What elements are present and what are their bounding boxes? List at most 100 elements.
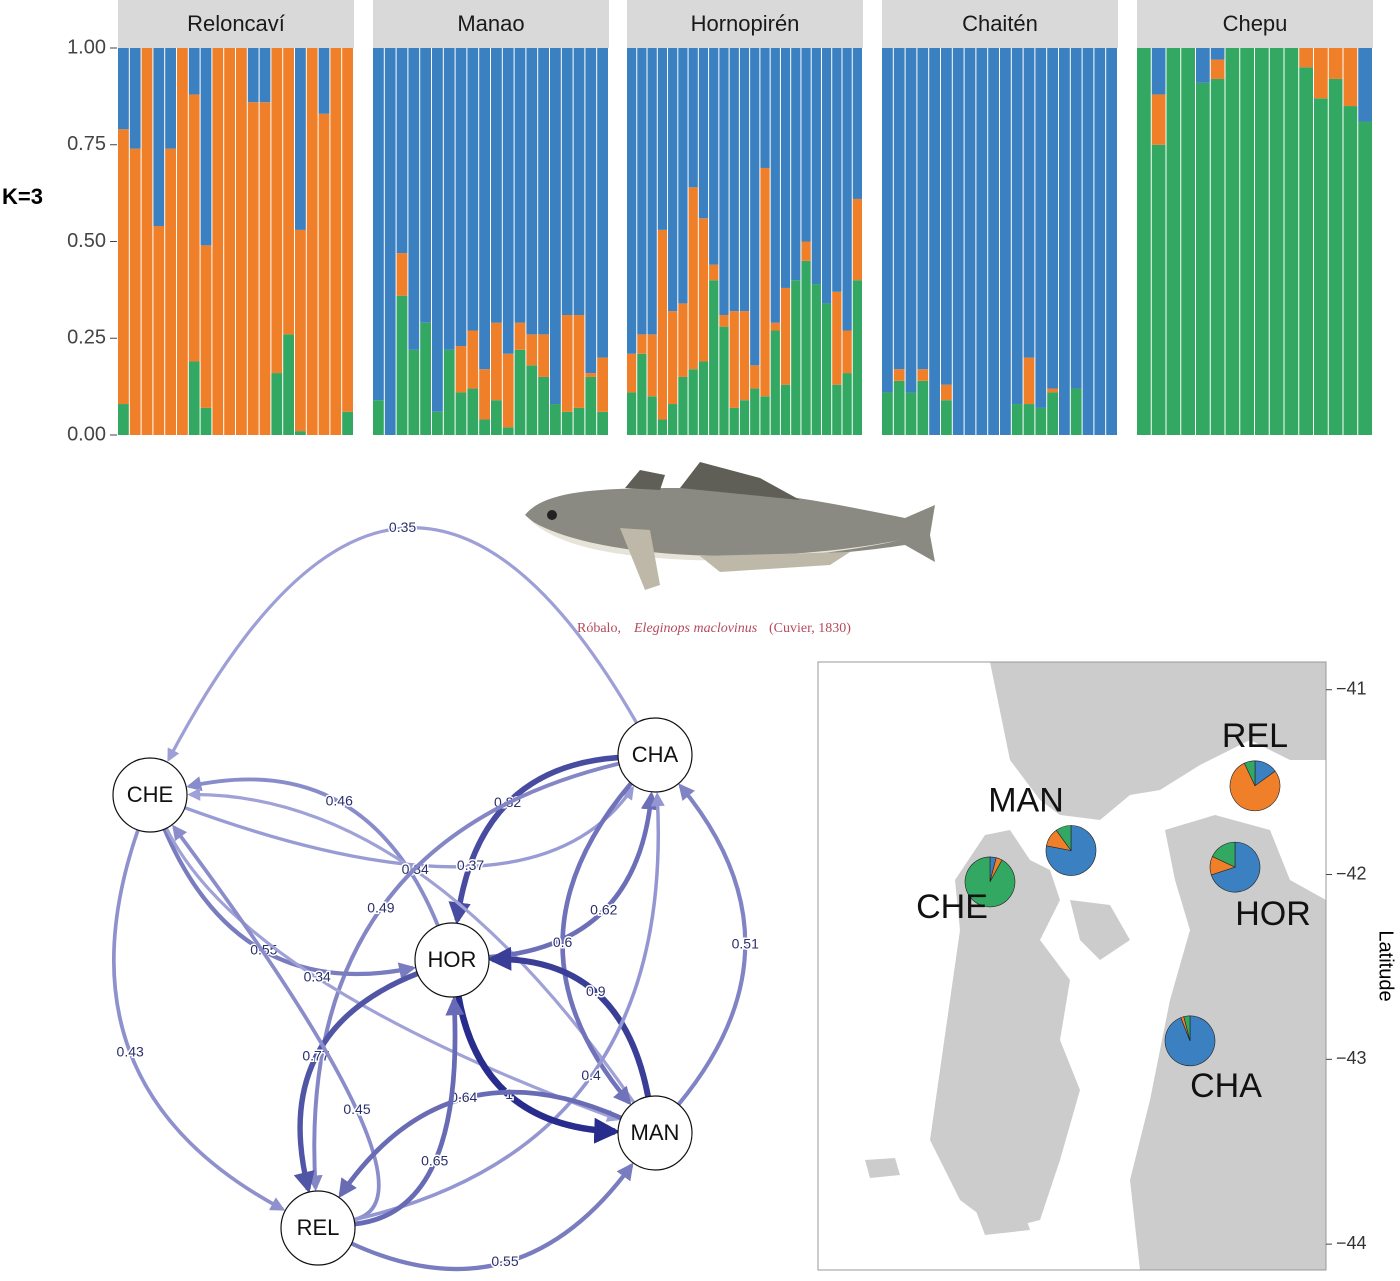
bar-segment	[306, 48, 318, 435]
bar-segment	[657, 229, 668, 420]
bar-segment	[668, 404, 678, 435]
site-label: CHE	[916, 888, 988, 926]
bar-segment	[153, 226, 165, 435]
strip	[1137, 0, 1373, 48]
pie-slice	[1229, 762, 1281, 812]
fish-illustration	[525, 462, 935, 590]
bar-segment	[750, 365, 760, 389]
fish-fin	[620, 528, 660, 590]
bar-segment	[1314, 98, 1328, 435]
bar-segment	[1023, 48, 1035, 358]
bar-segment	[627, 392, 637, 435]
bar-segment	[905, 48, 917, 393]
strip	[882, 0, 1118, 48]
bar-segment	[1047, 392, 1058, 435]
bar-segment	[1255, 48, 1269, 435]
node-label: CHA	[632, 742, 679, 767]
panel-title: Chaitén	[962, 11, 1038, 36]
bar-segment	[597, 411, 608, 435]
bar-segment	[384, 48, 396, 435]
bar-segment	[917, 369, 929, 381]
bar-segment	[698, 361, 709, 435]
bar-segment	[729, 311, 739, 408]
node-label: REL	[297, 1215, 340, 1240]
bar-segment	[719, 326, 729, 435]
bar-segment	[526, 48, 538, 335]
bar-segment	[188, 48, 200, 95]
y-tick-label: −42	[1336, 863, 1367, 883]
bar-segment	[271, 373, 283, 435]
bar-segment	[1210, 59, 1225, 79]
bar-segment	[832, 384, 842, 435]
bar-segment	[842, 330, 852, 374]
node	[617, 717, 693, 793]
bar-segment	[1137, 48, 1151, 435]
bar-segment	[200, 407, 212, 435]
edge	[167, 526, 638, 762]
bar-segment	[882, 392, 893, 435]
bar-segment	[561, 48, 573, 316]
bar-segment	[165, 148, 176, 435]
bar-segment	[842, 48, 852, 331]
k-label: K=3	[2, 184, 43, 209]
edge-label: 0.6	[553, 934, 573, 950]
bar-segment	[502, 427, 514, 435]
fish-fin	[700, 552, 850, 572]
edge	[488, 791, 660, 960]
bar-segment	[420, 322, 431, 435]
bar-segment	[1328, 78, 1343, 436]
y-tick-label: 1.00	[67, 36, 106, 58]
bar-segment	[688, 48, 698, 188]
bar-segment	[1106, 48, 1117, 435]
pie-slice	[1243, 760, 1256, 786]
edge	[306, 761, 620, 1192]
y-axis-title: Latitude	[1375, 930, 1397, 1001]
land	[990, 662, 1326, 820]
y-tick-label: −41	[1336, 678, 1367, 698]
bar-segment	[1070, 48, 1082, 389]
bar-segment	[1358, 48, 1372, 122]
bar-segment	[318, 48, 330, 114]
edge-label: 0.35	[389, 519, 416, 535]
bar-segment	[408, 48, 420, 350]
bar-segment	[1314, 48, 1328, 99]
bar-segment	[905, 392, 917, 435]
bar-segment	[770, 48, 780, 323]
pie-slice	[1164, 1015, 1216, 1067]
y-tick-label: 0.25	[67, 327, 106, 349]
edge	[112, 829, 286, 1211]
edge	[455, 995, 621, 1144]
edge-label: 0.37	[457, 857, 484, 873]
bar-segment	[491, 322, 502, 401]
bar-segment	[770, 322, 780, 331]
bar-segment	[118, 48, 129, 130]
y-tick-label: −43	[1336, 1048, 1367, 1068]
bar-segment	[678, 48, 688, 304]
bar-segment	[917, 48, 929, 370]
bar-segment	[637, 353, 647, 435]
bar-segment	[893, 380, 905, 435]
bar-segment	[1166, 48, 1181, 435]
bar-segment	[118, 404, 129, 435]
bar-segment	[811, 284, 821, 435]
bar-segment	[573, 315, 585, 408]
edge-label: 0.64	[450, 1089, 477, 1105]
bar-segment	[432, 48, 443, 412]
bar-segment	[467, 48, 479, 331]
edge	[293, 971, 419, 1194]
strip	[627, 0, 863, 48]
bar-segment	[1343, 106, 1358, 436]
bar-segment	[514, 48, 526, 323]
bar-segment	[760, 48, 770, 168]
bar-segment	[770, 330, 780, 435]
bar-segment	[585, 48, 597, 374]
edge-label: 0.45	[343, 1101, 370, 1117]
caption-species: Eleginops maclovinus	[633, 621, 758, 636]
edge	[676, 783, 748, 1106]
bar-segment	[832, 291, 842, 385]
bar-segment	[479, 369, 490, 420]
bar-segment	[432, 411, 443, 435]
bar-segment	[1299, 48, 1313, 68]
bar-segment	[739, 400, 750, 435]
bar-segment	[573, 48, 585, 316]
